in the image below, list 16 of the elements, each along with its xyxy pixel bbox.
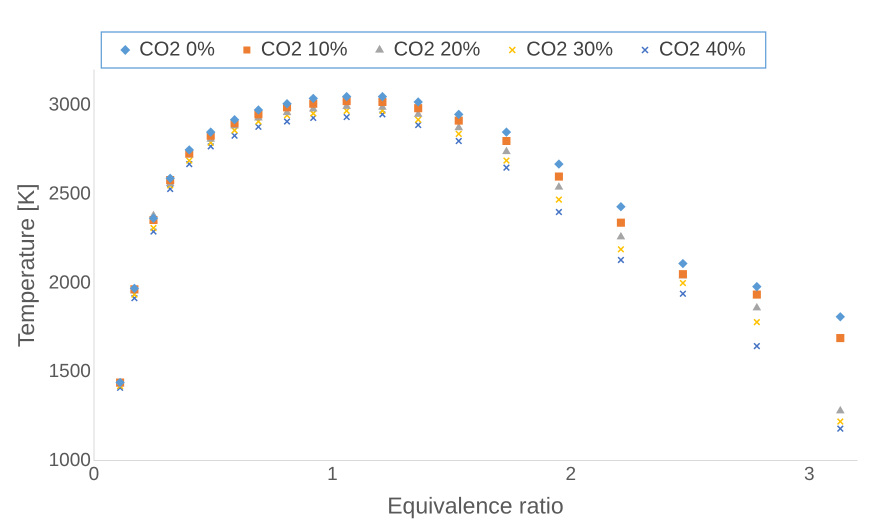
y-tick-label: 3000 bbox=[48, 94, 91, 116]
legend-label: CO2 0% bbox=[139, 38, 216, 61]
y-tick-label: 1500 bbox=[48, 361, 91, 382]
y-tick-label: 2000 bbox=[48, 272, 91, 294]
y-tick-label: 1000 bbox=[48, 450, 91, 471]
legend-label: CO2 30% bbox=[526, 38, 614, 61]
y-tick-label: 2500 bbox=[48, 184, 91, 205]
x-tick-label: 2 bbox=[566, 464, 576, 486]
y-axis-title: Temperature [K] bbox=[13, 183, 40, 348]
legend-label: CO2 10% bbox=[260, 38, 348, 61]
x-axis-title: Equivalence ratio bbox=[387, 492, 564, 519]
x-tick-label: 3 bbox=[804, 464, 815, 486]
x-tick-label: 1 bbox=[327, 464, 338, 486]
legend-label: CO2 20% bbox=[394, 38, 481, 61]
x-tick-label: 0 bbox=[88, 464, 100, 486]
legend-label: CO2 40% bbox=[659, 38, 746, 61]
